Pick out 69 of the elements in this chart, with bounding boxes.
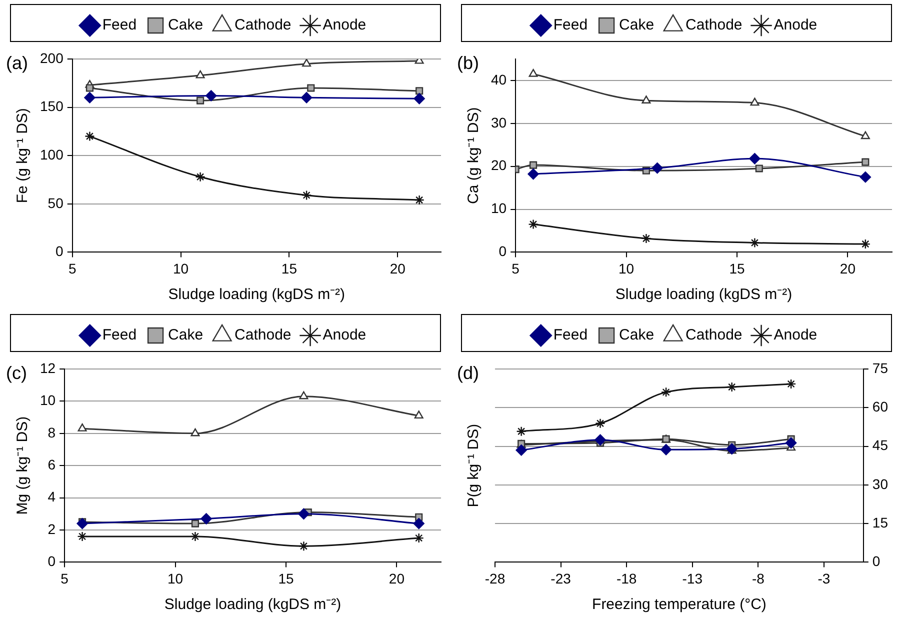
y-tick-label: 0 [48, 553, 56, 570]
y-tick-label: 20 [490, 157, 507, 174]
x-tick-label: -8 [752, 570, 765, 586]
x-tick-label: -13 [682, 570, 703, 586]
legend-label: Anode [774, 16, 818, 34]
legend-label: Feed [102, 326, 137, 344]
y-tick-label: 6 [48, 456, 56, 472]
legend-label: Cathode [234, 16, 292, 34]
text: (b) [457, 52, 479, 73]
x-tick-label: 20 [390, 260, 406, 276]
y-tick-label: 0 [56, 243, 64, 260]
x-tick-label: -18 [616, 570, 637, 586]
y-tick-label: 40 [490, 71, 507, 88]
legend-label: Cathode [686, 326, 742, 344]
x-axis-title: Freezing temperature (°C) [592, 596, 766, 614]
legend-label: Feed [553, 326, 588, 344]
text: (d) [457, 362, 479, 383]
y-tick-label: 50 [48, 194, 64, 211]
y2-tick-label: 0 [872, 553, 880, 570]
y-tick-label: 150 [40, 98, 64, 114]
y-axis-title: P(g kg⁻¹ DS) [465, 424, 482, 508]
legend-label: Cake [619, 326, 654, 344]
legend-label: Cathode [686, 16, 742, 34]
x-axis-title: Sludge loading (kgDS m⁻²) [168, 286, 346, 304]
x-tick-label: -28 [484, 570, 506, 586]
y-tick-label: 4 [48, 488, 56, 505]
legend-label: Cake [168, 326, 204, 344]
y-axis-title: Fe (g kg⁻¹ DS) [14, 108, 32, 204]
legend-label: Anode [322, 16, 366, 34]
x-tick-label: 5 [60, 570, 69, 586]
y2-tick-label: 15 [872, 514, 888, 530]
x-tick-label: 5 [68, 260, 76, 276]
y-tick-label: 10 [40, 392, 56, 408]
x-tick-label: 10 [172, 260, 189, 276]
legend-label: Cathode [234, 326, 292, 344]
y2-tick-label: 45 [872, 437, 888, 454]
x-tick-label: 20 [388, 570, 405, 586]
x-tick-label: 20 [840, 260, 856, 276]
y-tick-label: 200 [40, 50, 64, 66]
y-axis-title: Ca (g kg⁻¹ DS) [465, 107, 482, 204]
y-tick-label: 30 [490, 114, 507, 130]
y2-tick-label: 60 [872, 398, 888, 414]
text: (a) [6, 52, 28, 73]
y-tick-label: 8 [48, 424, 56, 440]
legend-label: Anode [322, 326, 366, 344]
x-axis-title: Sludge loading (kgDS m⁻²) [615, 286, 792, 304]
x-tick-label: -3 [818, 570, 830, 586]
legend-label: Feed [102, 16, 137, 34]
x-tick-label: 5 [512, 260, 520, 276]
y-tick-label: 100 [40, 146, 64, 162]
legend-label: Anode [774, 326, 818, 344]
x-tick-label: 15 [278, 570, 294, 586]
x-tick-label: -23 [550, 570, 572, 586]
legend-label: Cake [619, 16, 654, 34]
x-tick-label: 15 [281, 260, 298, 276]
y-tick-label: 2 [48, 520, 56, 537]
y2-tick-label: 30 [872, 476, 888, 492]
y-tick-label: 10 [490, 200, 507, 216]
x-tick-label: 10 [167, 570, 184, 586]
y-tick-label: 0 [498, 243, 507, 260]
x-tick-label: 10 [618, 260, 634, 276]
y2-tick-label: 75 [872, 360, 888, 376]
x-tick-label: 15 [729, 260, 745, 276]
legend-label: Cake [168, 16, 204, 34]
y-tick-label: 12 [40, 360, 56, 376]
legend-label: Feed [553, 16, 588, 34]
y-axis-title: Mg (g kg⁻¹ DS) [14, 416, 32, 515]
x-axis-title: Sludge loading (kgDS m⁻²) [164, 596, 342, 614]
text: (c) [6, 362, 27, 383]
